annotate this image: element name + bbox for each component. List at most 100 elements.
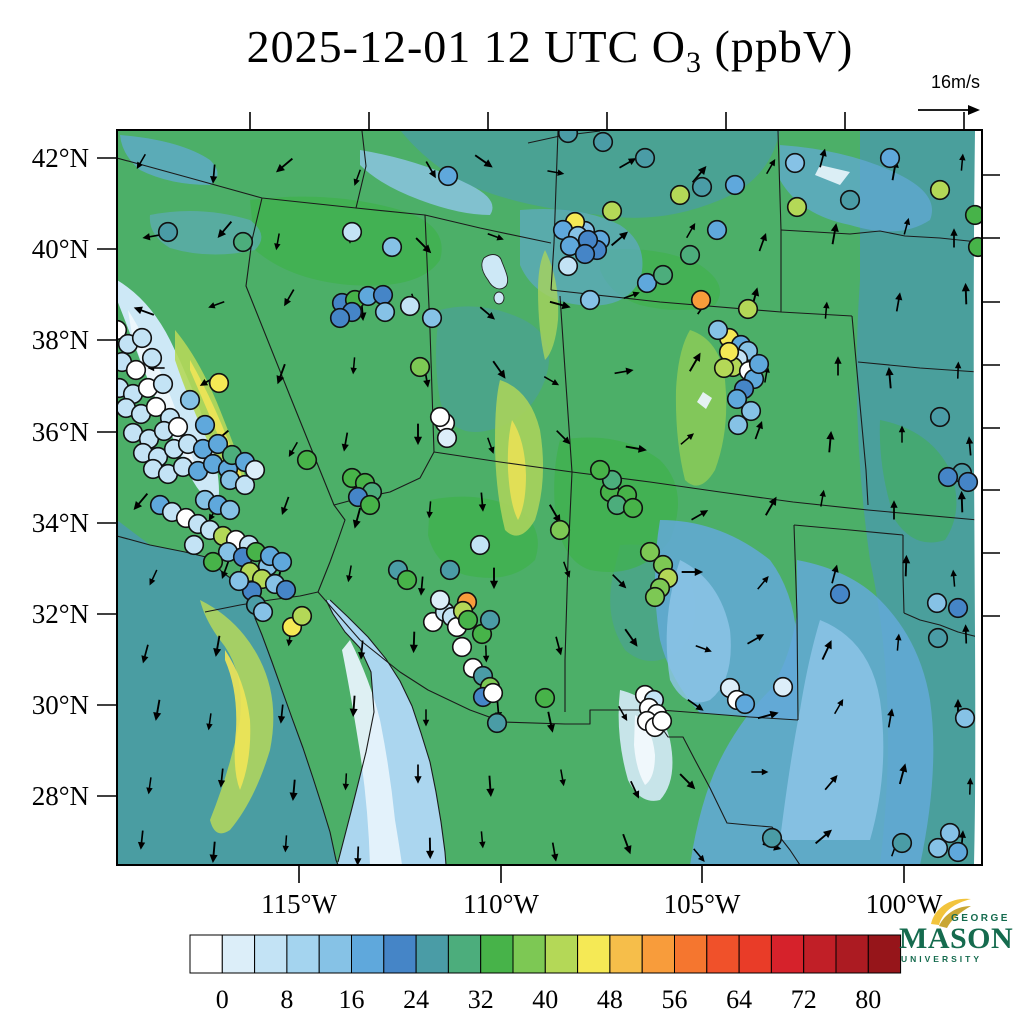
station-obs	[690, 289, 712, 311]
colorbar-box	[351, 934, 385, 974]
contour-region	[815, 165, 850, 185]
colorbar-box	[544, 934, 579, 974]
wind-arrow-icon	[757, 575, 769, 590]
wind-arrow-icon	[547, 711, 555, 733]
colorbar-box	[221, 934, 256, 974]
wind-arrow-icon	[146, 777, 153, 795]
station-obs	[891, 832, 913, 854]
wind-arrow-icon	[819, 489, 826, 507]
wind-arrow-icon	[950, 569, 957, 587]
station-obs	[451, 636, 473, 658]
wind-arrow-icon	[555, 636, 563, 656]
wind-arrow-icon	[133, 306, 155, 316]
station-obs	[207, 433, 229, 455]
wind-arrow-icon	[695, 645, 712, 653]
station-obs	[271, 551, 293, 573]
border-ut-az-37n	[433, 451, 573, 473]
colorbar-box	[447, 934, 482, 974]
station-obs	[737, 298, 759, 320]
plot-title: 2025-12-01 12 UTC O3 (ppbV)	[117, 20, 983, 80]
wind-arrow-icon	[754, 420, 763, 440]
station-obs	[574, 243, 596, 265]
wind-arrow-icon	[413, 423, 423, 446]
wind-arrow-icon	[149, 569, 158, 586]
wind-arrow-icon	[751, 768, 769, 776]
station-obs	[234, 474, 256, 496]
station-obs	[421, 307, 443, 329]
lon-label: 110°W	[463, 889, 539, 919]
station-obs	[592, 131, 614, 153]
lat-label: 38°N	[32, 325, 89, 355]
wind-arrow-icon	[206, 713, 213, 731]
lat-label: 34°N	[32, 508, 89, 538]
station-obs	[557, 130, 579, 144]
station-obs	[141, 347, 163, 369]
logo-leaf2-icon	[939, 906, 971, 928]
wind-arrow-icon	[492, 360, 506, 379]
wind-arrow-icon	[623, 291, 640, 299]
station-obs	[957, 471, 979, 493]
wind-arrow-icon	[353, 169, 361, 186]
wind-arrow-icon	[950, 228, 958, 248]
station-obs	[534, 687, 556, 709]
station-obs	[359, 494, 381, 516]
station-obs	[679, 244, 701, 266]
contour-region	[120, 135, 218, 185]
wind-arrow-icon	[414, 764, 422, 784]
wind-arrow-icon	[954, 361, 962, 379]
colorbar-box	[254, 934, 288, 974]
wind-arrow-icon	[482, 645, 490, 663]
station-obs	[651, 710, 673, 732]
wind-arrow-icon	[288, 441, 298, 458]
wind-arrow-icon	[358, 640, 366, 660]
contour-region	[538, 250, 559, 360]
wind-arrow-icon	[549, 300, 571, 310]
lon-label: 115°W	[261, 889, 337, 919]
lon-label: 105°W	[664, 889, 741, 919]
lat-label: 28°N	[32, 781, 89, 811]
logo-mason: MASON	[899, 922, 1013, 955]
contour-region	[697, 392, 712, 409]
colorbar-box	[189, 934, 223, 974]
station-obs	[579, 289, 601, 311]
colorbar-box	[835, 934, 869, 974]
wind-arrow-icon	[831, 564, 839, 584]
wind-arrow-icon	[426, 837, 435, 860]
map-frame	[116, 129, 983, 866]
wind-arrow-icon	[426, 501, 433, 519]
wind-arrow-icon	[551, 842, 559, 862]
wind-arrow-icon	[961, 282, 970, 305]
contour-region	[117, 520, 338, 865]
colorbar-box	[318, 934, 353, 974]
wind-arrow-icon	[612, 574, 627, 589]
wind-arrow-icon	[418, 576, 426, 596]
wind-arrow-icon	[826, 430, 835, 453]
lon-label: 100°W	[866, 889, 943, 919]
colorbar-box	[706, 934, 740, 974]
station-obs	[482, 682, 504, 704]
wind-arrow-icon	[630, 780, 640, 799]
wind-arrow-icon	[898, 763, 908, 785]
domain-edge-gap	[973, 131, 981, 864]
station-obs	[947, 597, 969, 619]
border-ut-co	[559, 295, 573, 473]
contour-region	[634, 715, 655, 785]
wind-arrow-icon	[141, 644, 149, 664]
wind-arrow-icon	[282, 835, 289, 853]
border-id-wy-ut	[550, 130, 559, 291]
wind-arrow-icon	[208, 301, 225, 309]
wind-arrow-icon	[834, 356, 842, 376]
wind-arrow-icon	[479, 306, 496, 320]
logo-george: GEORGE	[951, 913, 1010, 924]
border-mexico-border	[204, 591, 648, 725]
wind-arrow-icon	[133, 493, 149, 511]
wind-arrow-icon	[352, 507, 362, 529]
wind-arrow-icon	[474, 154, 493, 168]
wind-arrow-icon	[679, 773, 696, 790]
wind-arrow-icon	[959, 153, 966, 171]
station-obs	[557, 255, 579, 277]
station-obs	[399, 295, 421, 317]
wind-arrow-icon	[415, 237, 432, 254]
station-obs	[829, 583, 851, 605]
station-obs	[724, 174, 746, 196]
